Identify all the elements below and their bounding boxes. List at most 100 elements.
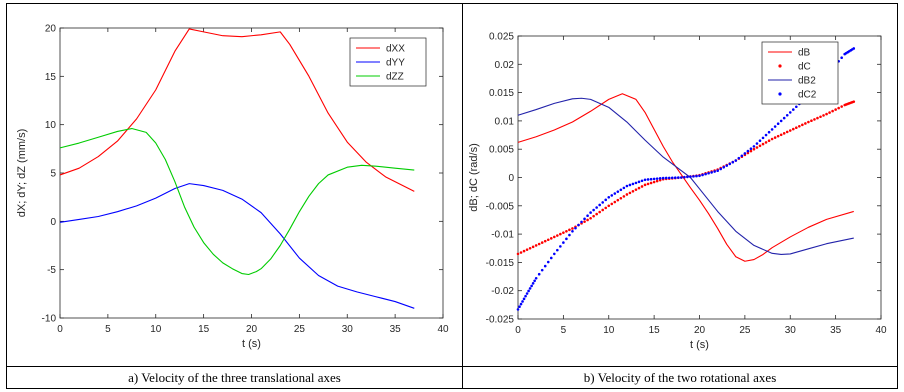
series-dxx-line [59,28,415,192]
x-tick-label: 20 [246,324,258,335]
series-dc2-point [689,175,692,178]
series-dc2-point [625,184,629,188]
series-dc-point [516,252,520,256]
caption-b: b) Velocity of the two rotational axes [583,370,777,385]
y-tick-label: 0.01 [495,116,515,127]
series-dc2-point [540,268,544,272]
caption-a: a) Velocity of the three translational a… [128,370,341,385]
series-dc2-point [568,233,571,237]
series-dc2-point [667,176,671,180]
series-dc2-point [785,113,789,117]
series-dc2-point [530,284,533,288]
series-dc2-point [731,160,735,164]
series-dc2-point [571,229,574,233]
panel-divider [462,3,463,389]
y-tick-label: 0.02 [495,60,515,71]
series-dc-point [834,108,837,111]
series-dc2-point [528,287,532,290]
y-tick-label: 15 [45,72,57,83]
series-dc2-point [722,166,725,169]
series-dc2-point [680,176,683,179]
series-dc-point [761,142,765,146]
series-dc2-point [637,180,641,184]
series-dc2-point [589,211,592,214]
series-dc2-point [619,188,623,192]
x-tick-label: 40 [875,325,887,336]
legend-label: dC2 [798,90,817,101]
series-dc-point [746,151,750,155]
y-tick-label: 0 [508,173,514,184]
legend-label: dXX [386,44,405,55]
series-dc-point [637,186,641,190]
series-dc-point [782,132,786,135]
series-dc2-point [546,260,550,264]
series-dc-point [619,196,623,200]
series-dc2-point [674,176,677,179]
series-dc2-point [628,183,632,187]
series-dc-point [819,115,822,119]
series-dzz-line [59,127,415,276]
series-dc2-point [701,173,704,177]
series-dc2-point [692,175,695,178]
x-tick-label: 0 [57,324,63,335]
y-tick-label: 20 [45,24,57,35]
series-dc2-point [746,149,750,153]
series-dc-point [610,202,614,206]
series-dc-point [658,178,662,182]
series-dyy-line [59,183,415,309]
x-tick-label: 15 [649,325,661,336]
series-dc-point [616,198,620,202]
series-dc-point [631,189,635,193]
series-dc2-point [610,194,614,197]
series-dc-point [571,227,574,230]
series-dc2-point [664,176,668,180]
series-dc-point [755,146,759,149]
legend-label: dB [798,48,811,59]
series-dc2-point [773,125,777,128]
series-dc-point [646,182,650,186]
series-dc2-point [556,248,559,252]
x-tick-label: 25 [294,324,306,335]
series-dc-point [767,139,771,143]
series-dc-point [640,185,644,188]
series-dc2-point [537,272,541,276]
series-dc2-point [524,294,527,298]
series-dc-point [813,118,816,121]
series-dc-point [837,106,840,110]
series-dc-point [652,180,656,184]
series-dc-point [634,188,638,191]
series-dc2-point [559,245,562,248]
series-dc2-point [728,162,732,166]
x-tick-label: 5 [561,325,567,336]
x-tick-label: 35 [830,325,842,336]
x-tick-label: 10 [150,324,162,335]
series-dc2-point [719,167,722,171]
series-dc-point [528,246,532,250]
series-dc-point [568,228,571,232]
chart-translational-velocity: 0 5 10 15 20 25 30 35 40 -10 -5 0 5 10 15 20 t (s) dX; dY… [16,24,449,351]
series-dc-point [776,134,780,138]
y-tick-label: -0.01 [491,230,514,241]
series-dc2-point [840,56,843,59]
series-dc2-point [534,276,538,280]
series-dc-point [798,124,801,128]
series-dc-point [556,234,559,237]
series-dc2-point [631,182,635,186]
series-dc-point [795,126,798,129]
series-dc2-point [761,136,765,140]
y-tick-label: 0.015 [489,88,514,99]
series-dc-point [804,122,807,125]
y-tick-label: 0.005 [489,145,514,156]
x-tick-label: 10 [603,325,615,336]
series-dc-point [565,229,568,233]
series-dc2-point [531,282,535,285]
legend-label: dZZ [386,72,404,83]
legend-swatch-dc2 [778,92,782,96]
series-dc2-point [686,175,689,179]
series-dc2-point [788,111,792,114]
series-dc2-point [646,178,650,181]
series-dc2-point [852,47,856,50]
series-dc-point [537,242,541,246]
series-dc2-point [795,105,798,109]
series-dc-point [831,109,834,113]
